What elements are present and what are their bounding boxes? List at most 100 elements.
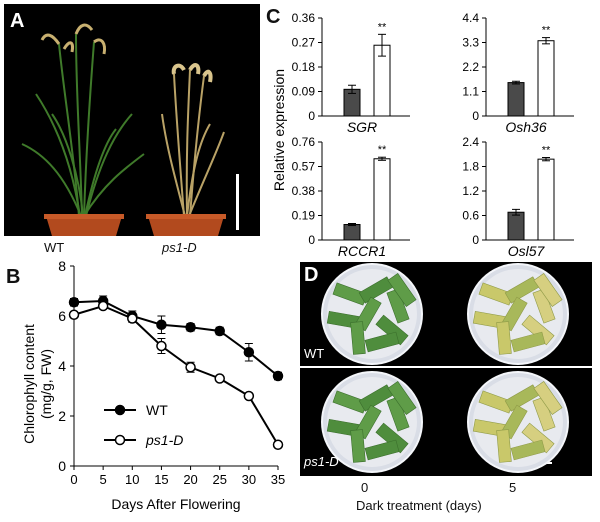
panel-a-letter: A xyxy=(10,10,25,32)
line-x-tick-label: 20 xyxy=(183,472,197,487)
line-y-tick-label: 2 xyxy=(58,408,66,424)
bar xyxy=(537,40,555,117)
line-x-tick-label: 35 xyxy=(271,472,285,487)
bar-y-tick-label: 0.57 xyxy=(292,160,316,174)
leaf-segment xyxy=(386,396,410,432)
bar-y-tick-label: 0.18 xyxy=(292,60,316,74)
data-point xyxy=(185,362,196,373)
leaf-segment xyxy=(532,396,556,432)
bar-y-tick-label: 0.19 xyxy=(292,209,316,223)
bar xyxy=(537,158,555,241)
wt-pot xyxy=(46,216,122,236)
series-line-wt xyxy=(73,299,279,377)
panel-d-letter: D xyxy=(304,264,319,286)
leaf-segment xyxy=(496,429,512,463)
panel-c-ylabel: Relative expression xyxy=(271,69,287,191)
data-point xyxy=(156,340,167,352)
data-point xyxy=(97,300,109,312)
leaf-segment xyxy=(387,381,417,415)
significance-label: ** xyxy=(378,21,387,33)
gene-label: RCCR1 xyxy=(338,243,386,259)
leaf-segment xyxy=(364,439,400,461)
bar-y-tick-label: 0 xyxy=(308,109,315,123)
significance-label: ** xyxy=(542,145,551,157)
leaf-dish-drawing xyxy=(300,263,592,473)
line-y-tick-label: 6 xyxy=(58,308,66,324)
mutant-plant xyxy=(161,63,225,217)
bar xyxy=(507,82,525,117)
bar-y-tick-label: 0.27 xyxy=(292,36,316,50)
panel-b-chart: Chlorophyll content (mg/g, FW) Days Afte… xyxy=(21,258,285,512)
data-point xyxy=(214,325,225,337)
scale-bar xyxy=(236,174,239,230)
plant-photo-drawing xyxy=(21,23,239,236)
data-point xyxy=(68,309,80,320)
panel-d-row-wt: WT xyxy=(304,346,325,361)
bar-y-tick-label: 0 xyxy=(472,233,479,247)
leaf-segment xyxy=(510,331,546,353)
panel-d-col-5: 5 xyxy=(509,480,517,495)
leaf-segment xyxy=(350,429,366,463)
bar-y-tick-label: 4.4 xyxy=(462,11,479,25)
panel-b-letter: B xyxy=(6,266,21,288)
legend-label-wt: WT xyxy=(146,402,168,418)
leaf-dish-photo xyxy=(300,262,592,476)
bar xyxy=(343,224,361,241)
panel-c-charts: Relative expression 00.090.180.270.36**S… xyxy=(271,11,574,259)
bar-y-tick-label: 0 xyxy=(472,109,479,123)
line-x-tick-label: 30 xyxy=(242,472,256,487)
bar-y-tick-label: 1.2 xyxy=(462,184,479,198)
leaf-segment xyxy=(386,288,410,324)
data-point xyxy=(243,347,255,358)
leaf-segment xyxy=(510,439,546,461)
bar-y-tick-label: 1.1 xyxy=(462,85,479,99)
bar-y-tick-label: 0.76 xyxy=(292,135,316,149)
significance-label: ** xyxy=(542,25,551,37)
panel-c-letter: C xyxy=(266,6,281,28)
legend-marker xyxy=(114,434,126,446)
bar-y-tick-label: 0.09 xyxy=(292,85,316,99)
data-point xyxy=(243,390,255,402)
panel-d-row-mutant: ps1-D xyxy=(304,454,339,469)
legend-label-mutant: ps1-D xyxy=(145,432,183,448)
panel-d-col-0: 0 xyxy=(361,480,369,495)
line-y-tick-label: 8 xyxy=(58,258,66,274)
mutant-pot xyxy=(148,216,224,236)
panel-b-ylabel: Chlorophyll content xyxy=(21,324,37,444)
bar-y-tick-label: 0 xyxy=(308,233,315,247)
bar-y-tick-label: 0.36 xyxy=(292,11,316,25)
bar-y-tick-label: 3.3 xyxy=(462,36,479,50)
line-x-tick-label: 5 xyxy=(100,472,107,487)
panel-a-label-mutant: ps1-D xyxy=(162,240,197,255)
plant-photo xyxy=(4,4,260,236)
leaf-segment xyxy=(350,321,366,355)
bar xyxy=(373,158,391,241)
leaf-segment xyxy=(387,273,417,307)
line-y-tick-label: 0 xyxy=(58,458,66,474)
data-point xyxy=(68,297,80,308)
data-point xyxy=(156,319,167,330)
series-line-mutant xyxy=(73,304,279,446)
leaf-segment xyxy=(533,273,563,307)
line-x-tick-label: 10 xyxy=(125,472,139,487)
bar-y-tick-label: 0.38 xyxy=(292,184,316,198)
data-point xyxy=(127,313,138,324)
gene-label: Osl57 xyxy=(508,243,546,259)
legend-marker xyxy=(114,404,126,416)
leaf-segment xyxy=(364,331,400,353)
leaf-segment xyxy=(496,321,512,355)
leaf-segment xyxy=(532,288,556,324)
panel-d-xlabel: Dark treatment (days) xyxy=(356,498,482,513)
bar-y-tick-label: 0.6 xyxy=(462,209,479,223)
bar xyxy=(507,211,525,241)
line-x-tick-label: 15 xyxy=(154,472,168,487)
line-x-tick-label: 25 xyxy=(212,472,226,487)
data-point xyxy=(272,439,284,450)
line-y-tick-label: 4 xyxy=(58,358,66,374)
bar-y-tick-label: 2.4 xyxy=(462,135,479,149)
line-x-tick-label: 0 xyxy=(70,472,77,487)
leaf-segment xyxy=(533,381,563,415)
significance-label: ** xyxy=(378,144,387,156)
data-point xyxy=(272,370,284,382)
panel-a-label-wt: WT xyxy=(44,240,65,255)
